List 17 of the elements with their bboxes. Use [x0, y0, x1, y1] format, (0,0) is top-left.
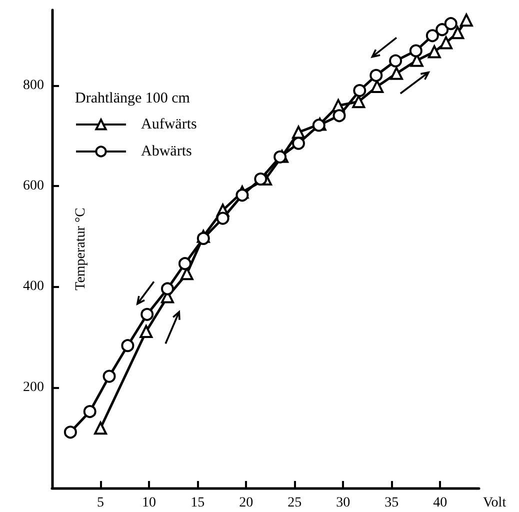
- legend-title: Drahtlänge 100 cm: [75, 90, 190, 106]
- legend-label: Aufwärts: [141, 116, 197, 132]
- x-tick-label: 40: [433, 496, 448, 510]
- y-tick-label: 200: [23, 380, 44, 395]
- x-tick-label: 30: [336, 496, 350, 510]
- legend-label: Abwärts: [141, 144, 192, 160]
- x-tick-label: 35: [384, 496, 399, 510]
- y-tick-label: 800: [23, 78, 44, 93]
- x-tick-label: 15: [190, 496, 205, 510]
- x-tick-label: 10: [142, 496, 156, 510]
- x-tick-label: 25: [288, 496, 302, 510]
- y-axis-title: Temperatur °C: [74, 208, 88, 290]
- x-axis-title: Volt: [483, 496, 506, 510]
- y-tick-label: 400: [23, 279, 44, 294]
- y-tick-label: 600: [23, 178, 44, 194]
- x-tick-label: 5: [97, 496, 104, 510]
- x-tick-label: 20: [239, 496, 254, 510]
